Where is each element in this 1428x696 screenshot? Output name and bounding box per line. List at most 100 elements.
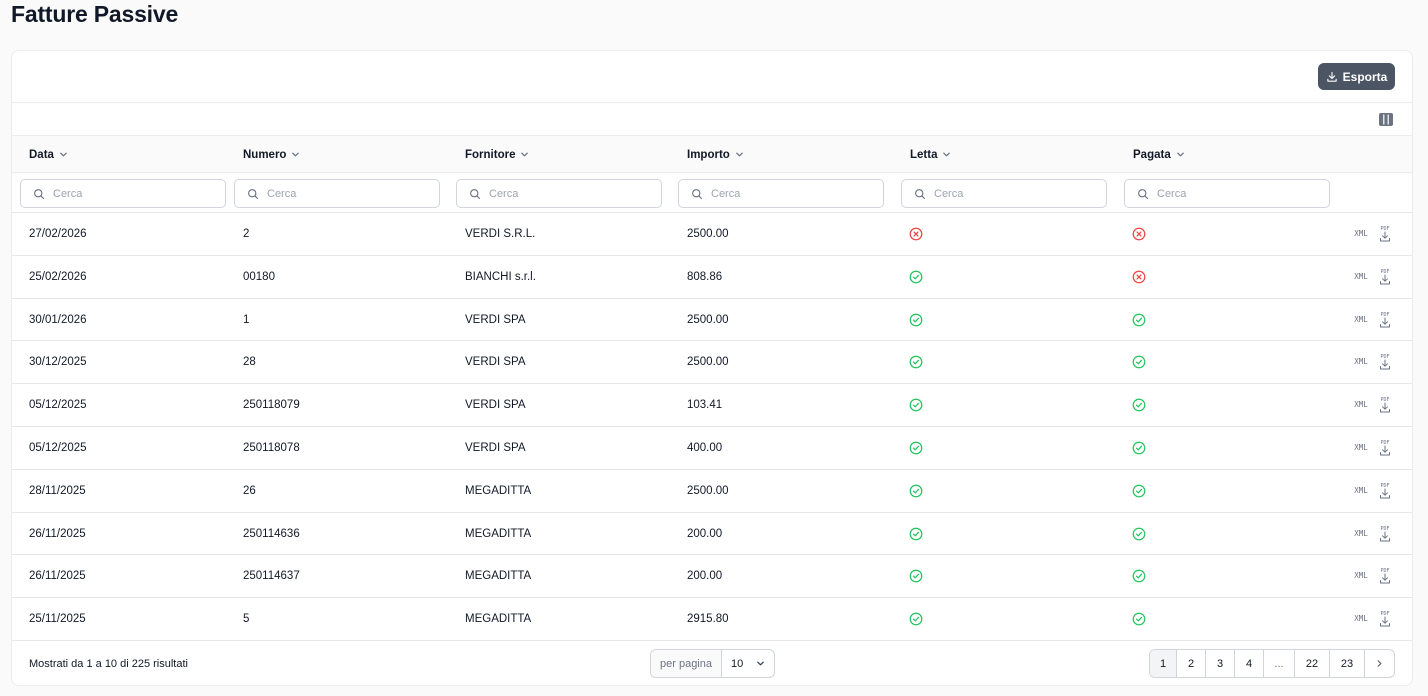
pdf-download-icon[interactable]: PDF — [1378, 439, 1392, 457]
filter-input-data[interactable] — [53, 187, 213, 200]
per-page-select[interactable]: 10 — [722, 650, 774, 677]
check-circle-icon — [909, 270, 923, 284]
table-row[interactable]: 25/11/2025 5 MEGADITTA 2915.80 XML PDF — [12, 598, 1412, 641]
pdf-download-icon[interactable]: PDF — [1378, 311, 1392, 329]
export-button[interactable]: Esporta — [1318, 63, 1395, 90]
cell-letta — [909, 513, 923, 555]
cell-pagata — [1132, 299, 1146, 341]
column-header-importo[interactable]: Importo — [687, 136, 744, 173]
search-icon — [915, 188, 926, 199]
pdf-download-icon[interactable]: PDF — [1378, 268, 1392, 286]
filter-importo — [678, 179, 884, 208]
page-button-2[interactable]: 2 — [1177, 650, 1206, 677]
chevron-down-icon — [943, 152, 951, 157]
table-row[interactable]: 30/01/2026 1 VERDI SPA 2500.00 XML PDF — [12, 299, 1412, 342]
xml-label: XML — [1354, 229, 1368, 238]
filter-input-importo[interactable] — [711, 187, 871, 200]
page-button-3[interactable]: 3 — [1206, 650, 1235, 677]
cell-letta — [909, 341, 923, 383]
chevron-down-icon — [735, 152, 743, 157]
pdf-label: PDF — [1380, 526, 1389, 532]
column-header-letta[interactable]: Letta — [910, 136, 951, 173]
pagination: 1 2 3 4... 22 23 — [1149, 649, 1395, 678]
pdf-download-icon[interactable]: PDF — [1378, 225, 1392, 243]
cell-importo: 2500.00 — [687, 228, 729, 240]
table-row[interactable]: 27/02/2026 2 VERDI S.R.L. 2500.00 XML PDF — [12, 213, 1412, 256]
cell-fornitore: MEGADITTA — [465, 570, 532, 583]
results-summary: Mostrati da 1 a 10 di 225 risultati — [29, 657, 188, 670]
check-circle-icon — [909, 313, 923, 326]
cell-pagata — [1132, 213, 1146, 255]
per-page-label: per pagina — [651, 650, 722, 677]
filter-input-pagata[interactable] — [1157, 187, 1317, 200]
xml-download-icon[interactable]: XML — [1353, 355, 1369, 367]
table-row[interactable]: 28/11/2025 26 MEGADITTA 2500.00 XML PDF — [12, 470, 1412, 513]
filter-input-letta[interactable] — [934, 187, 1094, 200]
pdf-label: PDF — [1380, 312, 1389, 318]
cell-numero: 2 — [243, 228, 250, 240]
table-row[interactable]: 05/12/2025 250118078 VERDI SPA 400.00 XML PDF — [12, 427, 1412, 470]
xml-download-icon[interactable]: XML — [1353, 569, 1369, 581]
cell-fornitore: VERDI SPA — [465, 441, 526, 454]
cell-fornitore: VERDI SPA — [465, 313, 526, 326]
table-row[interactable]: 25/02/2026 00180 BIANCHI s.r.l. 808.86 XML PD… — [12, 256, 1412, 299]
table-row[interactable]: 26/11/2025 250114637 MEGADITTA 200.00 XML PDF — [12, 555, 1412, 599]
column-header-fornitore[interactable]: Fornitore — [465, 136, 529, 173]
next-page-button[interactable] — [1365, 650, 1394, 677]
pdf-download-icon[interactable]: PDF — [1378, 396, 1392, 414]
xml-download-icon[interactable]: XML — [1353, 484, 1369, 496]
pdf-download-icon[interactable]: PDF — [1378, 353, 1392, 371]
xml-download-icon[interactable]: XML — [1353, 612, 1369, 624]
download-icon — [1326, 71, 1337, 82]
page-button-22[interactable]: 22 — [1295, 650, 1330, 677]
cell-numero: 26 — [243, 484, 256, 497]
xml-download-icon[interactable]: XML — [1353, 398, 1369, 410]
pdf-label: PDF — [1380, 568, 1389, 574]
pdf-download-icon[interactable]: PDF — [1378, 610, 1392, 628]
cell-letta — [909, 598, 923, 640]
filter-input-fornitore[interactable] — [489, 187, 649, 200]
cell-data: 05/12/2025 — [29, 441, 87, 454]
xml-download-icon[interactable]: XML — [1353, 270, 1369, 282]
xml-download-icon[interactable]: XML — [1353, 527, 1369, 539]
cell-numero: 1 — [243, 313, 250, 326]
cell-letta — [909, 299, 923, 341]
column-header-pagata[interactable]: Pagata — [1133, 136, 1185, 173]
filter-row — [12, 173, 1412, 213]
x-circle-icon — [1132, 270, 1146, 284]
filter-input-numero[interactable] — [267, 187, 427, 200]
column-header-numero[interactable]: Numero — [243, 136, 300, 173]
xml-download-icon[interactable]: XML — [1353, 313, 1369, 325]
cell-data: 30/12/2025 — [29, 356, 87, 369]
pdf-download-icon[interactable]: PDF — [1378, 482, 1392, 500]
page-button-1[interactable]: 1 — [1150, 650, 1177, 677]
table-row[interactable]: 26/11/2025 250114636 MEGADITTA 200.00 XML PDF — [12, 513, 1412, 556]
page-button-23[interactable]: 23 — [1330, 650, 1365, 677]
xml-download-icon[interactable]: XML — [1353, 227, 1369, 239]
pdf-download-icon[interactable]: PDF — [1378, 567, 1392, 585]
table-footer: Mostrati da 1 a 10 di 225 risultati per … — [12, 640, 1412, 685]
x-circle-icon — [909, 227, 923, 241]
cell-fornitore: MEGADITTA — [465, 484, 532, 497]
filter-data — [20, 179, 226, 208]
column-header-label: Numero — [243, 148, 287, 161]
cell-letta — [909, 427, 923, 469]
cell-importo: 2915.80 — [687, 613, 729, 626]
page-title: Fatture Passive — [11, 1, 179, 27]
pdf-download-icon[interactable]: PDF — [1378, 525, 1392, 543]
cell-importo: 2500.00 — [687, 484, 729, 497]
table-row[interactable]: 05/12/2025 250118079 VERDI SPA 103.41 XML PDF — [12, 384, 1412, 427]
table-row[interactable]: 30/12/2025 28 VERDI SPA 2500.00 XML PDF — [12, 341, 1412, 385]
xml-label: XML — [1354, 272, 1368, 281]
xml-download-icon[interactable]: XML — [1353, 441, 1369, 453]
column-header-data[interactable]: Data — [29, 136, 68, 173]
xml-label: XML — [1354, 614, 1368, 623]
cell-data: 30/01/2026 — [29, 313, 87, 326]
pdf-label: PDF — [1380, 354, 1389, 360]
page-button-4[interactable]: 4 — [1235, 650, 1264, 677]
columns-icon[interactable] — [1379, 113, 1393, 126]
check-circle-icon — [909, 398, 923, 412]
pagination-ellipsis: ... — [1264, 650, 1295, 677]
xml-label: XML — [1354, 571, 1368, 580]
search-icon — [470, 188, 481, 199]
